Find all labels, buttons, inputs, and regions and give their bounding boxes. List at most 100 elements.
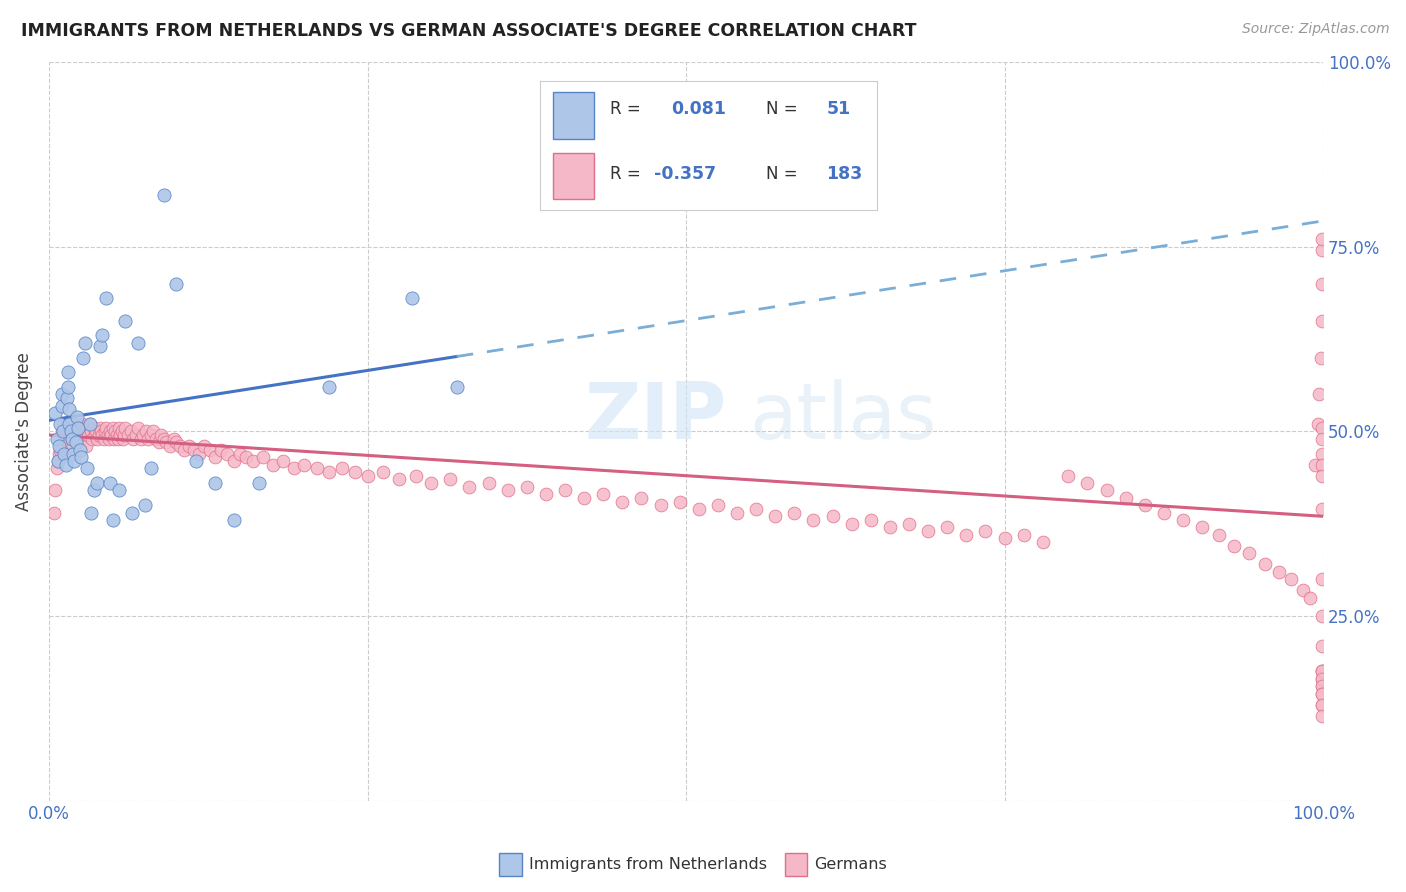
Point	[44, 483, 66, 498]
Point	[612, 494, 634, 508]
Point	[96, 420, 118, 434]
Point	[56, 365, 79, 379]
Point	[83, 428, 105, 442]
Point	[108, 483, 131, 498]
Point	[688, 502, 710, 516]
Point	[193, 439, 215, 453]
Point	[477, 476, 499, 491]
Point	[49, 417, 72, 431]
Point	[1299, 591, 1322, 605]
Point	[1239, 546, 1261, 560]
Point	[77, 428, 100, 442]
Point	[91, 328, 114, 343]
Point	[45, 461, 67, 475]
Point	[1310, 679, 1333, 693]
Point	[1310, 679, 1333, 693]
Point	[83, 420, 105, 434]
Point	[273, 454, 295, 468]
Point	[879, 520, 901, 534]
Point	[73, 335, 96, 350]
Point	[76, 420, 98, 434]
Point	[405, 468, 427, 483]
Point	[148, 435, 170, 450]
Point	[936, 520, 959, 534]
Point	[1310, 420, 1333, 434]
Point	[96, 292, 118, 306]
Point	[58, 420, 80, 434]
Point	[91, 428, 114, 442]
Point	[110, 428, 132, 442]
Point	[1310, 639, 1333, 653]
Point	[83, 483, 105, 498]
Point	[420, 476, 443, 491]
Point	[534, 487, 557, 501]
Point	[159, 439, 181, 453]
Point	[1279, 572, 1302, 586]
Point	[209, 442, 232, 457]
Point	[56, 428, 79, 442]
Point	[145, 432, 167, 446]
Point	[90, 425, 112, 439]
Point	[58, 402, 80, 417]
Text: Source: ZipAtlas.com: Source: ZipAtlas.com	[1241, 22, 1389, 37]
Point	[917, 524, 939, 538]
Point	[343, 465, 366, 479]
Point	[44, 406, 66, 420]
Point	[165, 277, 187, 291]
Point	[58, 417, 80, 431]
Point	[305, 461, 328, 475]
Point	[1310, 468, 1333, 483]
Point	[803, 513, 825, 527]
Point	[51, 425, 73, 439]
Point	[65, 425, 87, 439]
Point	[76, 461, 98, 475]
Point	[163, 432, 186, 446]
Point	[1310, 672, 1333, 686]
Point	[97, 428, 120, 442]
Point	[1310, 572, 1333, 586]
Point	[89, 420, 111, 434]
Point	[93, 432, 115, 446]
Point	[1310, 687, 1333, 701]
Point	[1267, 565, 1289, 579]
Point	[98, 476, 121, 491]
Point	[1310, 609, 1333, 624]
Point	[108, 420, 131, 434]
Point	[1115, 491, 1137, 505]
Point	[898, 516, 921, 531]
Point	[111, 432, 134, 446]
Point	[229, 446, 252, 460]
Point	[1310, 672, 1333, 686]
Point	[222, 454, 245, 468]
Point	[51, 399, 73, 413]
Point	[516, 480, 538, 494]
Point	[184, 454, 207, 468]
Point	[183, 442, 205, 457]
Point	[42, 506, 65, 520]
Point	[132, 428, 155, 442]
Point	[139, 461, 162, 475]
Point	[1310, 708, 1333, 723]
Point	[60, 432, 83, 446]
Point	[283, 461, 305, 475]
Point	[69, 442, 91, 457]
Point	[554, 483, 576, 498]
Point	[48, 439, 70, 453]
Point	[1292, 583, 1315, 598]
Point	[80, 425, 103, 439]
Point	[105, 428, 128, 442]
Point	[1308, 387, 1330, 401]
Point	[165, 435, 187, 450]
Text: ZIP: ZIP	[583, 378, 727, 455]
Point	[138, 432, 160, 446]
Point	[1012, 528, 1035, 542]
Point	[63, 417, 86, 431]
Point	[371, 465, 394, 479]
Point	[217, 446, 239, 460]
Point	[1191, 520, 1213, 534]
Point	[1208, 528, 1230, 542]
Point	[1253, 558, 1275, 572]
Point	[79, 417, 101, 431]
Point	[1305, 458, 1327, 472]
Point	[150, 428, 173, 442]
